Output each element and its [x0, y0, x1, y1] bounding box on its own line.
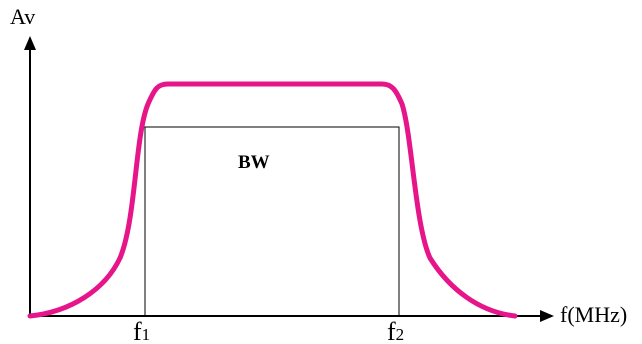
bandwidth-rectangle	[144, 126, 400, 317]
f2-label: f2	[387, 317, 404, 344]
f2-subscript: 2	[396, 325, 405, 344]
frequency-response-curve	[27, 81, 518, 319]
f2-base: f	[387, 317, 396, 344]
f1-base: f	[133, 317, 142, 344]
f1-subscript: 1	[142, 325, 151, 344]
y-axis-label: Av	[10, 4, 35, 29]
bandwidth-label: BW	[238, 152, 270, 173]
f1-label: f1	[133, 317, 150, 344]
x-axis-label: f(MHz)	[560, 302, 627, 327]
